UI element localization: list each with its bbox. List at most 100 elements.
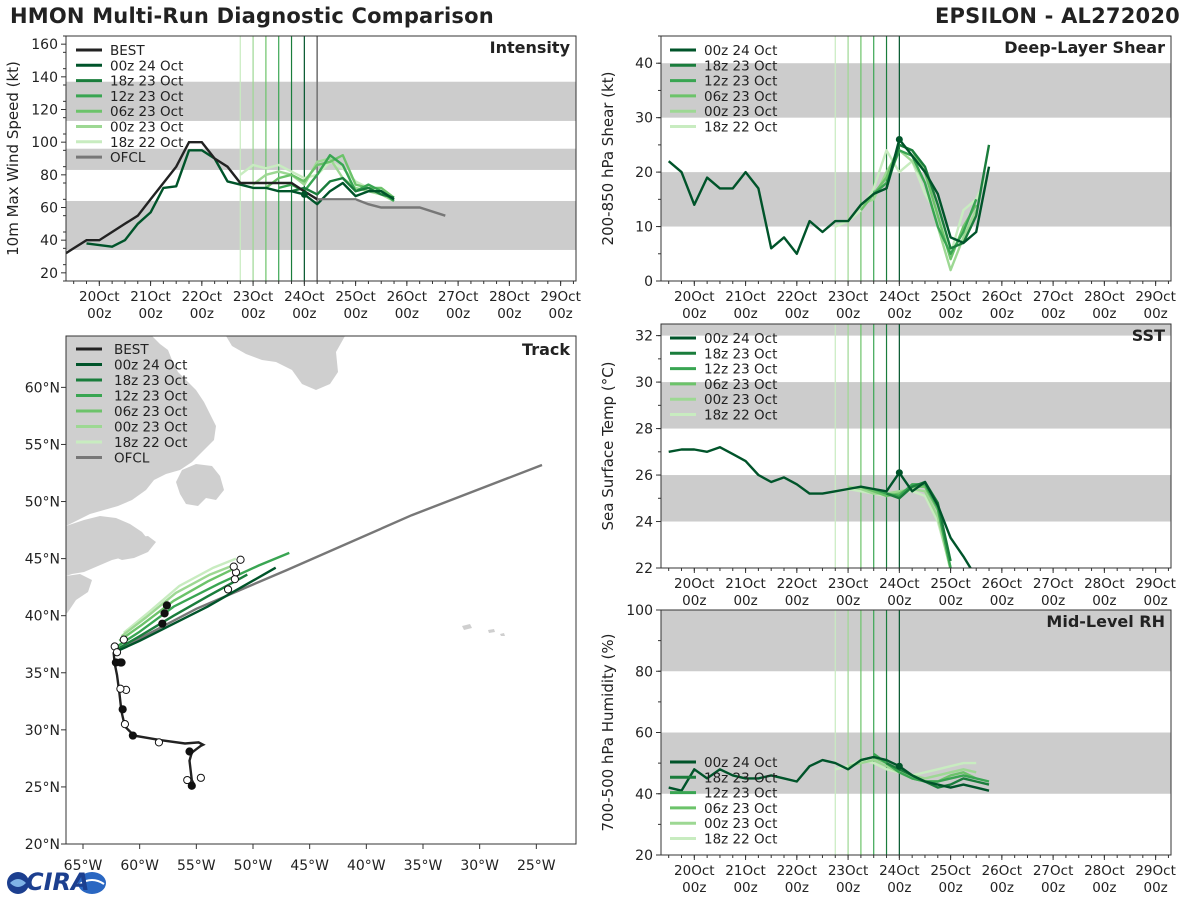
x-tick-label-hour: 00z	[241, 306, 265, 322]
x-tick-label-date: 27Oct	[1033, 289, 1074, 305]
x-tick-label-date: 20Oct	[674, 289, 715, 305]
figure-title: HMON Multi-Run Diagnostic Comparison	[10, 4, 494, 28]
lat-tick-label: 45°N	[25, 552, 60, 568]
x-tick-label-hour: 00z	[1092, 880, 1116, 896]
land-maritimes	[66, 516, 150, 576]
plot-area	[661, 610, 1171, 855]
x-tick-label-hour: 00z	[682, 306, 706, 322]
land-nova-scotia	[112, 536, 156, 560]
x-tick-label-date: 24Oct	[284, 289, 325, 305]
x-tick-label-hour: 00z	[1041, 593, 1065, 609]
panel-title: Track	[522, 340, 570, 359]
legend-label: OFCL	[114, 451, 150, 467]
y-tick-label: 24	[635, 515, 653, 531]
y-axis-label: 10m Max Wind Speed (kt)	[4, 61, 22, 256]
y-tick-label: 30	[635, 375, 653, 391]
x-tick-label-date: 24Oct	[879, 289, 920, 305]
y-tick-label: 160	[31, 37, 58, 53]
ofcl-track-line	[114, 463, 543, 654]
land-greenland	[226, 336, 345, 390]
y-tick-label: 60	[40, 201, 58, 217]
series-line	[847, 485, 952, 568]
lat-tick-label: 25°N	[25, 780, 60, 796]
track-marker	[236, 555, 245, 564]
lat-tick-label: 40°N	[25, 609, 60, 625]
y-tick-label: 20	[635, 848, 653, 864]
land-azores	[462, 624, 505, 636]
x-tick-label-hour: 00z	[733, 880, 757, 896]
x-tick-label-hour: 00z	[343, 306, 367, 322]
init-marker	[300, 190, 308, 198]
legend-label: 06z 23 Oct	[110, 104, 183, 120]
legend-label: 18z 22 Oct	[704, 408, 777, 424]
x-tick-label-hour: 00z	[1041, 306, 1065, 322]
series-line	[667, 138, 991, 256]
x-tick-label-date: 22Oct	[777, 289, 818, 305]
legend-label: 18z 23 Oct	[704, 58, 777, 74]
legend-label: 00z 23 Oct	[704, 816, 777, 832]
legend-label: OFCL	[110, 150, 146, 166]
legend-label: 12z 23 Oct	[110, 89, 183, 105]
x-tick-label-hour: 00z	[990, 593, 1014, 609]
legend-label: 00z 24 Oct	[704, 331, 777, 347]
x-tick-label-hour: 00z	[887, 880, 911, 896]
track-marker	[196, 773, 205, 782]
shaded-band	[661, 732, 1171, 794]
panel-title: Intensity	[490, 38, 571, 57]
ofcl-line	[317, 198, 446, 217]
track-marker	[185, 747, 194, 756]
init-marker	[895, 469, 903, 477]
x-tick-label-hour: 00z	[87, 306, 111, 322]
y-axis-label: Sea Surface Temp (°C)	[599, 361, 617, 530]
track-marker	[116, 658, 125, 667]
rh-panel: 2040608010020Oct00z21Oct00z22Oct00z23Oct…	[599, 603, 1176, 896]
best-track-line	[112, 652, 206, 786]
y-tick-label: 80	[635, 664, 653, 680]
legend-label: 12z 23 Oct	[114, 389, 187, 405]
legend-label: 00z 24 Oct	[704, 755, 777, 771]
track-marker	[183, 775, 192, 785]
y-axis-label: 200-850 hPa Shear (kt)	[599, 72, 617, 246]
y-tick-label: 26	[635, 468, 653, 484]
lon-tick-label: 40°W	[347, 858, 386, 874]
x-tick-label-date: 29Oct	[1135, 289, 1176, 305]
shaded-band	[661, 475, 1171, 522]
track-marker	[229, 562, 238, 571]
track-lines	[110, 463, 543, 790]
track-marker	[120, 720, 130, 729]
model-track-line	[114, 566, 277, 654]
x-tick-label-date: 25Oct	[930, 576, 971, 592]
x-tick-label-hour: 00z	[1041, 880, 1065, 896]
legend-label: 18z 22 Oct	[704, 832, 777, 848]
x-tick-label-hour: 00z	[733, 306, 757, 322]
track-marker	[187, 781, 196, 790]
track-frame	[65, 335, 577, 845]
lat-tick-label: 20°N	[25, 837, 60, 853]
track-map-panel: 65°W 60°W 55°W 50°W 45°W 40°W 35°W 30°W 25°W 20°N…	[25, 335, 577, 874]
y-axis-label: 700-500 hPa Humidity (%)	[599, 633, 617, 831]
legend-label: 06z 23 Oct	[704, 377, 777, 393]
x-tick-label-date: 24Oct	[879, 576, 920, 592]
model-track-line	[120, 563, 237, 638]
x-tick-label-date: 28Oct	[1084, 863, 1125, 879]
panel-title: SST	[1132, 326, 1165, 345]
legend-label: 00z 23 Oct	[114, 420, 187, 436]
x-tick-label-hour: 00z	[836, 593, 860, 609]
y-tick-label: 60	[635, 726, 653, 742]
legend-label: 18z 23 Oct	[704, 770, 777, 786]
x-tick-label-hour: 00z	[497, 306, 521, 322]
legend-label: 12z 23 Oct	[704, 362, 777, 378]
track-marker	[128, 731, 137, 740]
shaded-band	[661, 610, 1171, 672]
x-tick-label-hour: 00z	[990, 880, 1014, 896]
shaded-band	[661, 63, 1171, 118]
panel-title: Mid-Level RH	[1046, 612, 1165, 631]
x-tick-label-hour: 00z	[682, 593, 706, 609]
track-marker	[154, 738, 164, 747]
legend-label: 18z 22 Oct	[110, 135, 183, 151]
best-track-line	[66, 140, 318, 255]
land-us-coast	[66, 574, 92, 614]
legend-label: 06z 23 Oct	[704, 801, 777, 817]
legend-label: 18z 23 Oct	[114, 373, 187, 389]
x-tick-label-date: 21Oct	[725, 289, 766, 305]
